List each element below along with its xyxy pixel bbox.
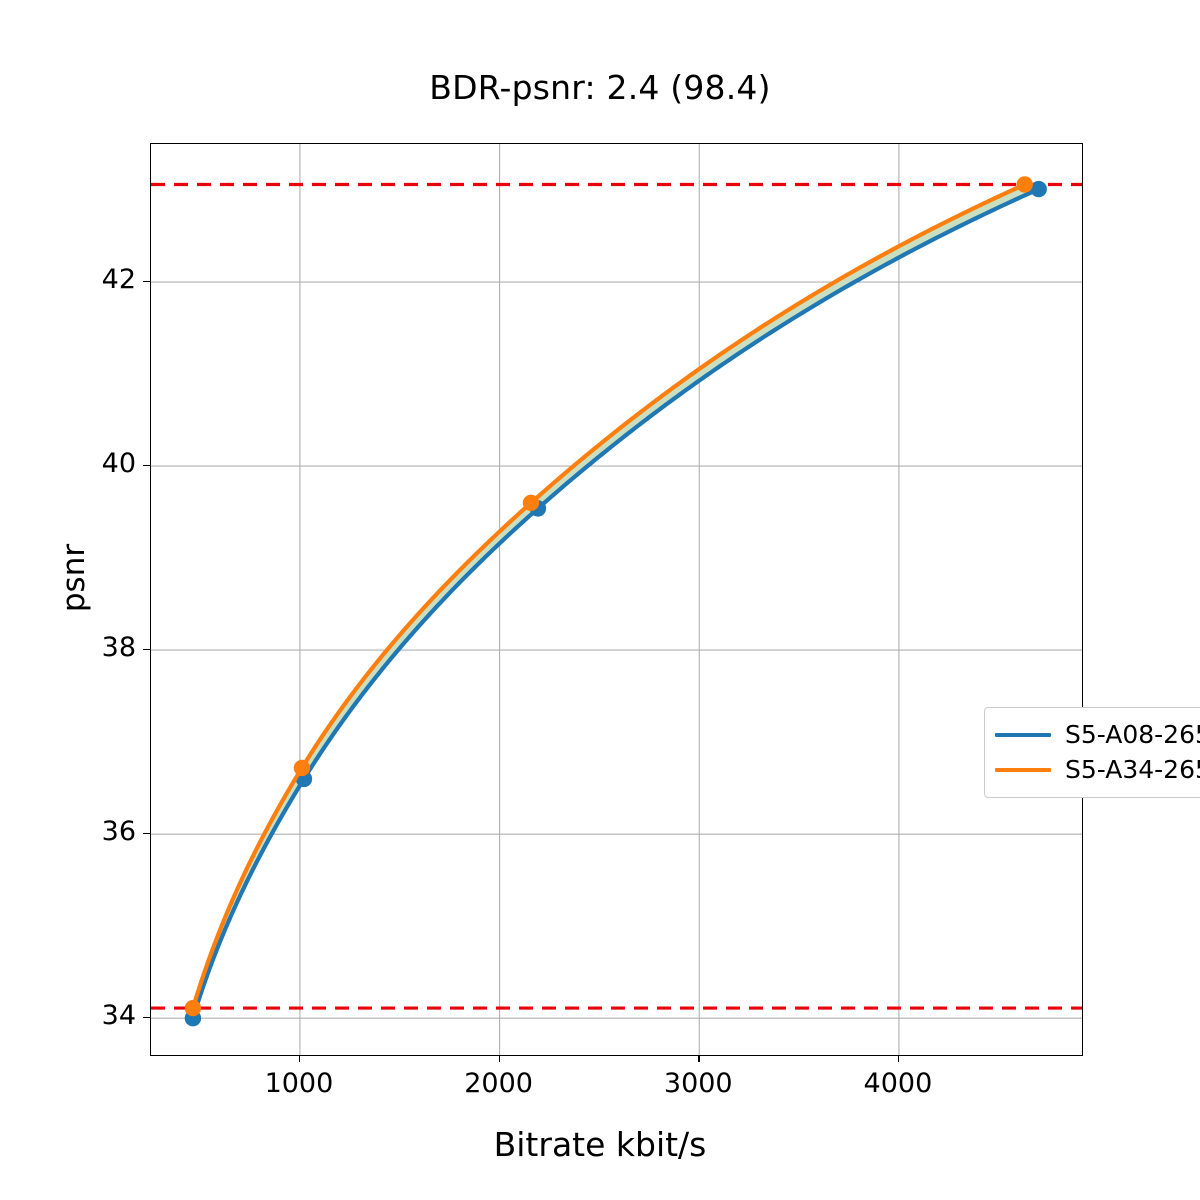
y-axis-tick-mark xyxy=(143,281,150,283)
legend-swatch-series-1 xyxy=(995,732,1051,737)
x-axis-label: Bitrate kbit/s xyxy=(493,1125,707,1164)
y-axis-tick-mark xyxy=(143,649,150,651)
x-axis-tick-label: 1000 xyxy=(264,1068,334,1099)
plot-canvas xyxy=(151,144,1082,1055)
y-axis-tick-label: 38 xyxy=(101,632,136,664)
y-axis-tick-label: 40 xyxy=(101,448,136,480)
x-axis-tick-mark xyxy=(498,1055,500,1062)
x-axis-tick-mark xyxy=(897,1055,900,1062)
y-axis-tick-mark xyxy=(143,1017,150,1019)
x-axis-tick-label: 3000 xyxy=(663,1068,733,1099)
y-axis-tick-mark xyxy=(143,465,150,467)
x-axis-tick-mark xyxy=(298,1055,301,1062)
x-axis-tick-label: 2000 xyxy=(464,1068,533,1099)
plot-axes: S5-A08-265 S5-A34-265 xyxy=(150,143,1200,1056)
legend-item-series-2: S5-A34-265 xyxy=(995,752,1200,787)
y-axis-tick-label: 36 xyxy=(101,816,136,848)
y-axis-tick-label: 34 xyxy=(101,1000,136,1032)
legend-swatch-series-2 xyxy=(995,767,1051,772)
y-axis-tick-label: 42 xyxy=(101,264,136,296)
x-axis-tick-label: 4000 xyxy=(863,1068,933,1099)
legend-label-series-2: S5-A34-265 xyxy=(1065,755,1200,784)
chart-legend: S5-A08-265 S5-A34-265 xyxy=(984,707,1200,798)
y-axis-tick-mark xyxy=(143,833,150,835)
legend-label-series-1: S5-A08-265 xyxy=(1065,720,1200,749)
x-axis-tick-mark xyxy=(698,1055,700,1062)
chart-title: BDR-psnr: 2.4 (98.4) xyxy=(429,68,771,107)
legend-item-series-1: S5-A08-265 xyxy=(995,717,1200,752)
